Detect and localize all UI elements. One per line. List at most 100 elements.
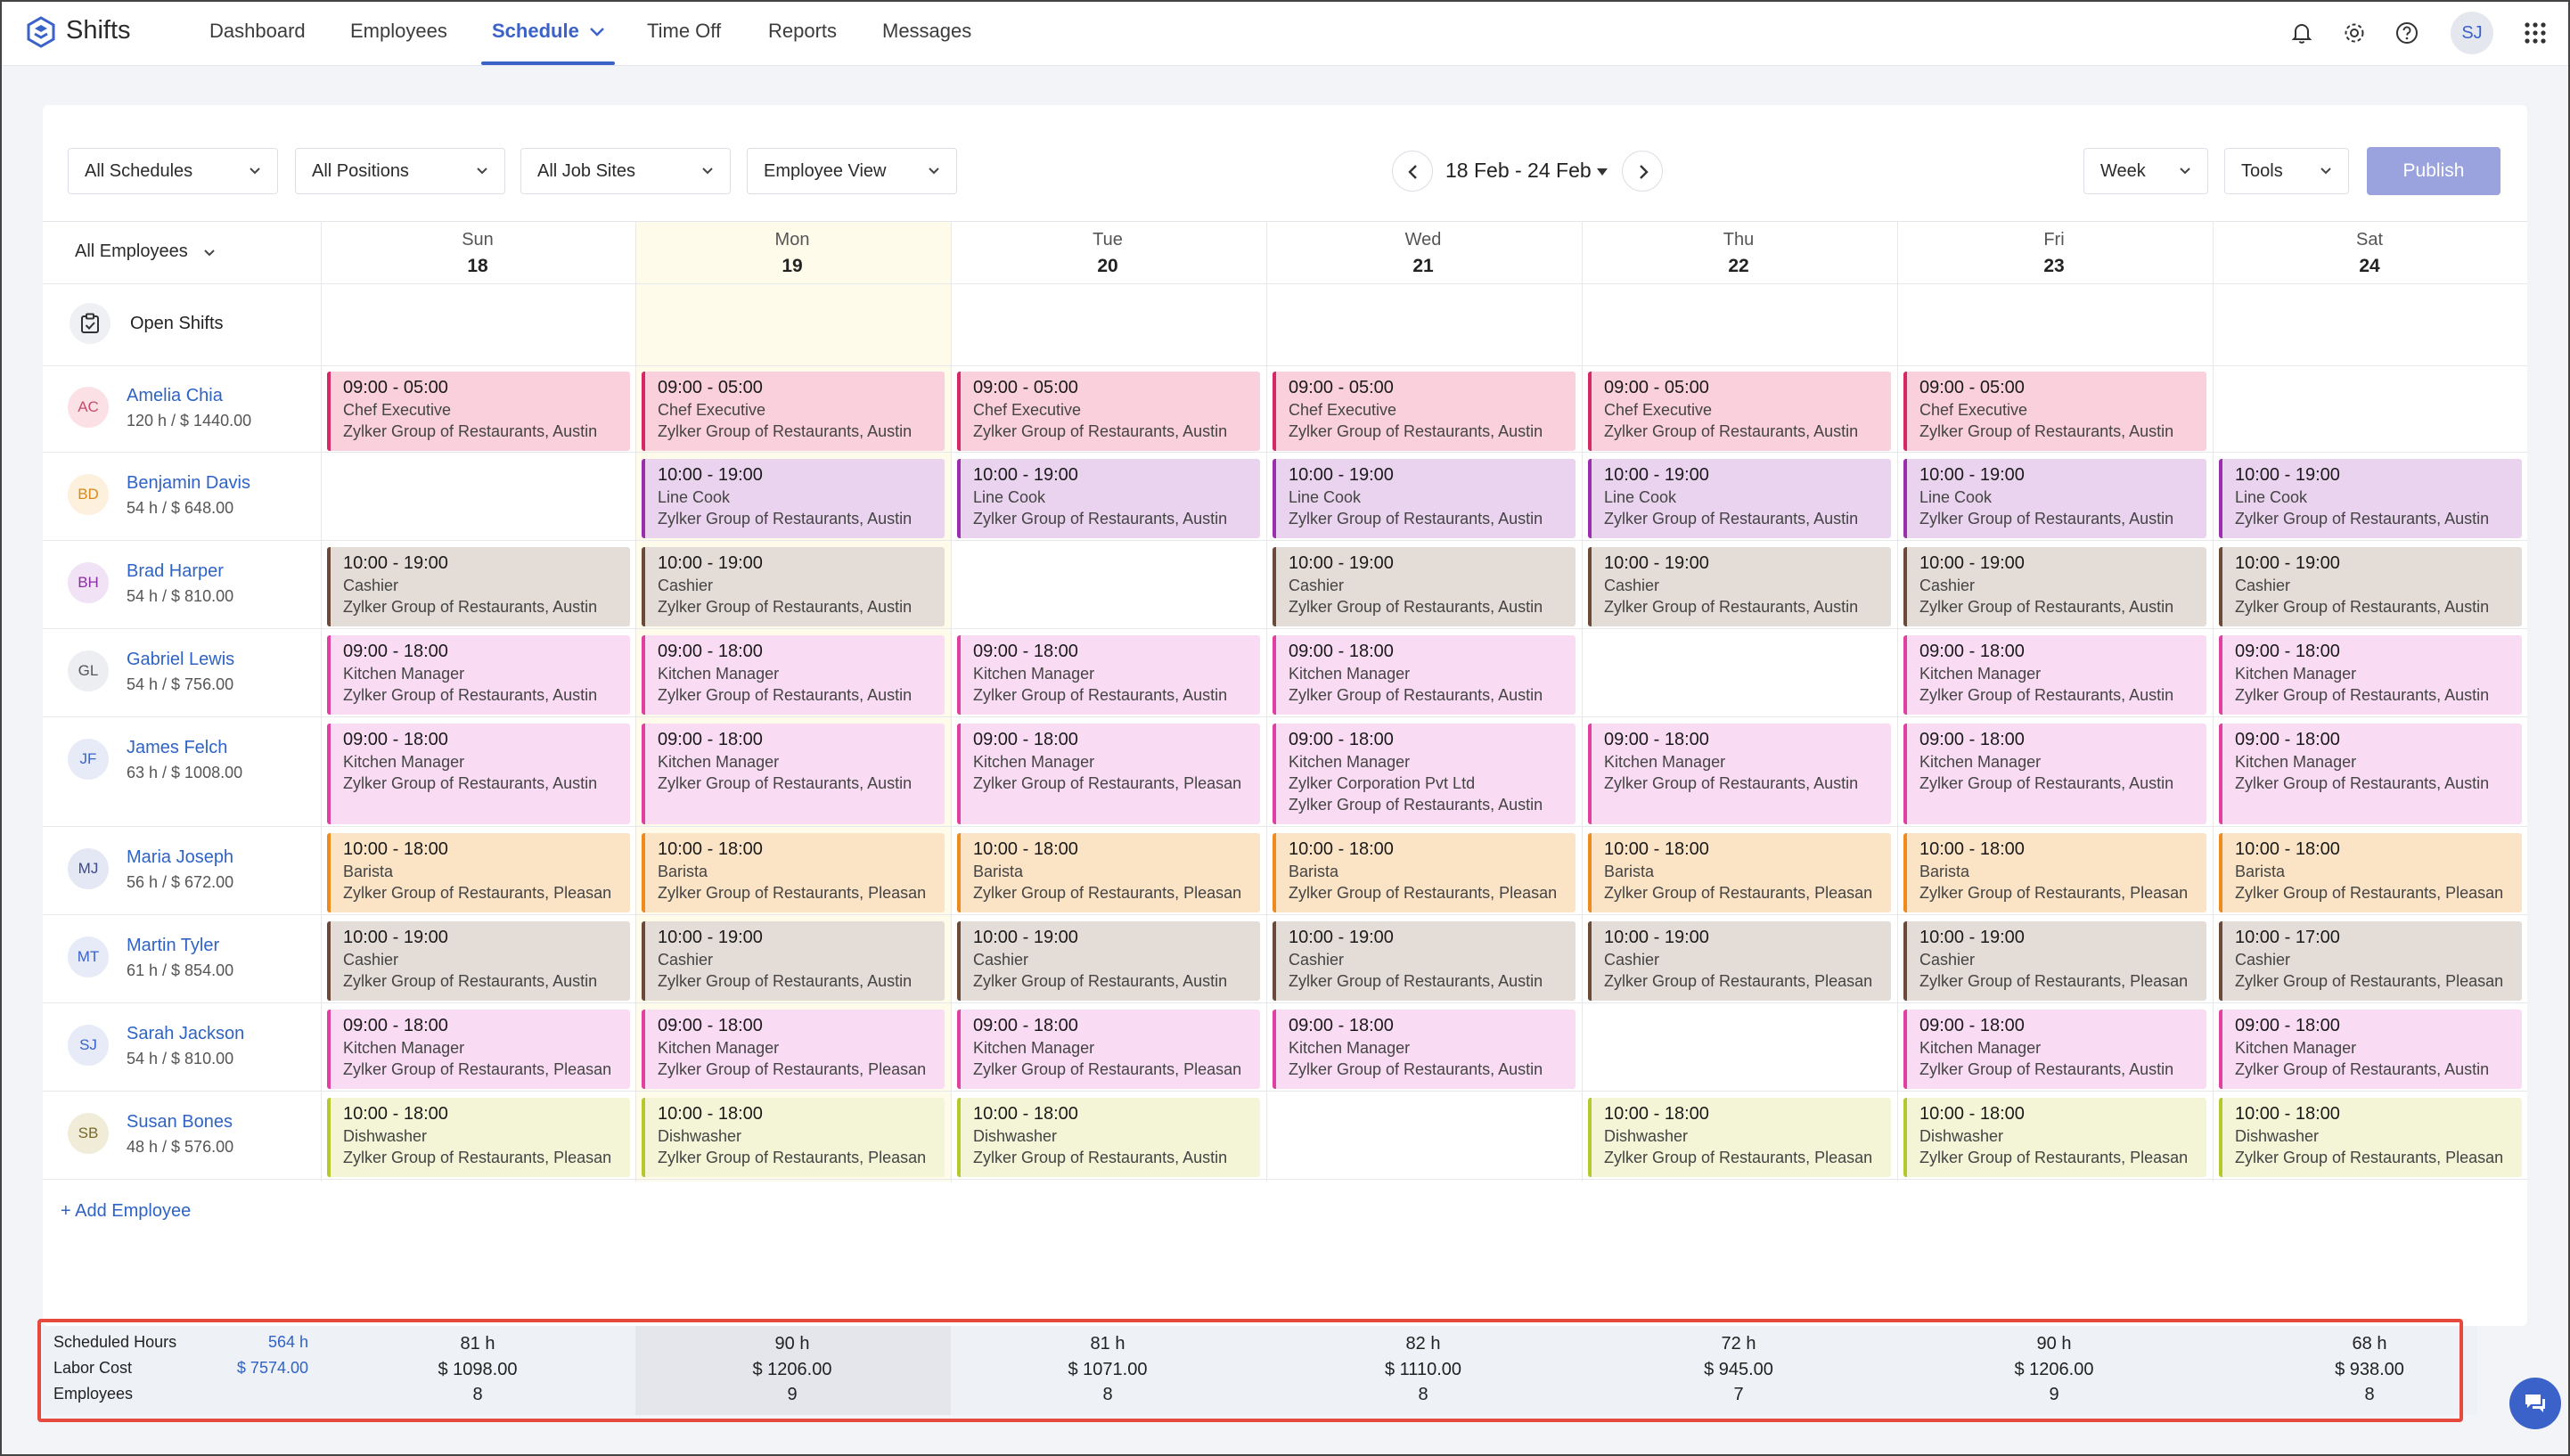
all-employees-filter[interactable]: All Employees [75, 241, 188, 261]
caret-down-icon[interactable] [1597, 168, 1608, 176]
shift-card[interactable]: 10:00 - 18:00 Barista Zylker Group of Rest… [327, 833, 630, 912]
day-summary: 72 h $ 945.00 7 [1582, 1331, 1895, 1408]
user-avatar[interactable]: SJ [2451, 12, 2493, 54]
shift-card[interactable]: 10:00 - 19:00 Line Cook Zylker Group of Re… [1588, 459, 1891, 538]
shift-card[interactable]: 10:00 - 18:00 Dishwasher Zylker Group of R… [1903, 1098, 2206, 1177]
shift-card[interactable]: 10:00 - 19:00 Line Cook Zylker Group of Re… [2219, 459, 2522, 538]
shift-card[interactable]: 10:00 - 18:00 Dishwasher Zylker Group of R… [1588, 1098, 1891, 1177]
app-grid-icon[interactable] [2522, 20, 2549, 46]
shift-card[interactable]: 09:00 - 18:00 Kitchen Manager Zylker Group… [1903, 635, 2206, 715]
nav-messages[interactable]: Messages [882, 20, 972, 42]
previous-week-button[interactable] [1392, 151, 1433, 192]
shift-card[interactable]: 10:00 - 19:00 Cashier Zylker Group of Rest… [327, 547, 630, 626]
shift-card[interactable]: 09:00 - 18:00 Kitchen Manager Zylker Group… [957, 635, 1260, 715]
shift-card[interactable]: 10:00 - 19:00 Cashier Zylker Group of Rest… [1273, 921, 1576, 1001]
shift-card[interactable]: 10:00 - 19:00 Line Cook Zylker Group of Re… [1273, 459, 1576, 538]
shift-card[interactable]: 10:00 - 19:00 Cashier Zylker Group of Rest… [1588, 921, 1891, 1001]
employee-name[interactable]: James Felch [127, 738, 228, 757]
employee-name[interactable]: Sarah Jackson [127, 1024, 245, 1043]
shift-card[interactable]: 09:00 - 18:00 Kitchen Manager Zylker Group… [1903, 724, 2206, 824]
shift-card[interactable]: 10:00 - 19:00 Line Cook Zylker Group of Re… [1903, 459, 2206, 538]
schedules-filter[interactable]: All Schedules [68, 148, 278, 194]
chevron-down-icon[interactable] [589, 27, 605, 37]
nav-employees[interactable]: Employees [350, 20, 447, 42]
shift-card[interactable]: 10:00 - 19:00 Cashier Zylker Group of Rest… [957, 921, 1260, 1001]
shift-card[interactable]: 09:00 - 05:00 Chef Executive Zylker Group … [642, 372, 945, 451]
employee-name[interactable]: Gabriel Lewis [127, 650, 235, 669]
bell-icon[interactable] [2288, 20, 2315, 46]
shift-card[interactable]: 10:00 - 18:00 Barista Zylker Group of Rest… [1903, 833, 2206, 912]
shift-card[interactable]: 09:00 - 18:00 Kitchen Manager Zylker Group… [642, 724, 945, 824]
job-sites-filter[interactable]: All Job Sites [520, 148, 731, 194]
shift-card[interactable]: 09:00 - 18:00 Kitchen Manager Zylker Group… [327, 1010, 630, 1089]
employee-name[interactable]: Maria Joseph [127, 847, 234, 867]
shift-card[interactable]: 09:00 - 18:00 Kitchen Manager Zylker Group… [1903, 1010, 2206, 1089]
employee-name[interactable]: Benjamin Davis [127, 473, 250, 493]
day-summary-employees: 8 [2364, 1385, 2375, 1404]
shift-card[interactable]: 10:00 - 18:00 Dishwasher Zylker Group of R… [327, 1098, 630, 1177]
shift-card[interactable]: 09:00 - 18:00 Kitchen Manager Zylker Group… [957, 724, 1260, 824]
shift-card[interactable]: 09:00 - 05:00 Chef Executive Zylker Group … [327, 372, 630, 451]
shift-card[interactable]: 09:00 - 18:00 Kitchen Manager Zylker Group… [957, 1010, 1260, 1089]
shift-card[interactable]: 10:00 - 18:00 Dishwasher Zylker Group of R… [642, 1098, 945, 1177]
chat-button[interactable] [2509, 1378, 2561, 1429]
shift-card[interactable]: 09:00 - 18:00 Kitchen Manager Zylker Corpo… [1273, 724, 1576, 824]
shift-card[interactable]: 10:00 - 19:00 Cashier Zylker Group of Rest… [1903, 547, 2206, 626]
shift-card[interactable]: 09:00 - 18:00 Kitchen Manager Zylker Group… [327, 724, 630, 824]
add-employee-link[interactable]: + Add Employee [61, 1201, 192, 1221]
day-summary-cost: $ 1206.00 [752, 1359, 832, 1379]
shift-card[interactable]: 09:00 - 18:00 Kitchen Manager Zylker Group… [327, 635, 630, 715]
shift-card[interactable]: 10:00 - 18:00 Dishwasher Zylker Group of R… [2219, 1098, 2522, 1177]
nav-schedule[interactable]: Schedule [492, 20, 579, 42]
period-select[interactable]: Week [2083, 148, 2208, 194]
shift-card[interactable]: 10:00 - 19:00 Cashier Zylker Group of Rest… [1903, 921, 2206, 1001]
employee-name[interactable]: Martin Tyler [127, 936, 220, 955]
employee-name[interactable]: Amelia Chia [127, 386, 223, 405]
shift-card[interactable]: 09:00 - 18:00 Kitchen Manager Zylker Group… [1273, 635, 1576, 715]
shift-location: Zylker Group of Restaurants, Austin [1289, 686, 1543, 704]
help-icon[interactable] [2394, 20, 2420, 46]
shift-card[interactable]: 10:00 - 19:00 Cashier Zylker Group of Rest… [1588, 547, 1891, 626]
nav-dashboard[interactable]: Dashboard [209, 20, 306, 42]
date-range-picker[interactable]: 18 Feb - 24 Feb [1445, 159, 1592, 182]
nav-time-off[interactable]: Time Off [647, 20, 722, 42]
shift-card[interactable]: 09:00 - 18:00 Kitchen Manager Zylker Group… [642, 1010, 945, 1089]
shift-card[interactable]: 10:00 - 18:00 Barista Zylker Group of Rest… [2219, 833, 2522, 912]
view-filter[interactable]: Employee View [747, 148, 957, 194]
shift-location: Zylker Group of Restaurants, Pleasan [1604, 1149, 1873, 1166]
nav-reports[interactable]: Reports [768, 20, 838, 42]
shift-card[interactable]: 09:00 - 18:00 Kitchen Manager Zylker Group… [2219, 1010, 2522, 1089]
next-week-button[interactable] [1622, 151, 1663, 192]
shift-card[interactable]: 10:00 - 18:00 Dishwasher Zylker Group of R… [957, 1098, 1260, 1177]
gear-icon[interactable] [2341, 20, 2368, 46]
shift-position: Barista [1604, 863, 1655, 880]
publish-button[interactable]: Publish [2367, 147, 2500, 195]
chevron-down-icon[interactable] [203, 249, 216, 258]
shift-card[interactable]: 09:00 - 18:00 Kitchen Manager Zylker Group… [2219, 724, 2522, 824]
shift-card[interactable]: 09:00 - 18:00 Kitchen Manager Zylker Group… [642, 635, 945, 715]
shift-card[interactable]: 10:00 - 18:00 Barista Zylker Group of Rest… [1588, 833, 1891, 912]
shift-card[interactable]: 09:00 - 18:00 Kitchen Manager Zylker Group… [1588, 724, 1891, 824]
shift-card[interactable]: 10:00 - 18:00 Barista Zylker Group of Rest… [642, 833, 945, 912]
employee-name[interactable]: Susan Bones [127, 1112, 233, 1132]
shift-card[interactable]: 10:00 - 19:00 Line Cook Zylker Group of Re… [642, 459, 945, 538]
shift-card[interactable]: 09:00 - 18:00 Kitchen Manager Zylker Group… [2219, 635, 2522, 715]
shift-card[interactable]: 10:00 - 19:00 Cashier Zylker Group of Rest… [327, 921, 630, 1001]
shift-card[interactable]: 10:00 - 19:00 Cashier Zylker Group of Rest… [642, 547, 945, 626]
shift-card[interactable]: 10:00 - 18:00 Barista Zylker Group of Rest… [1273, 833, 1576, 912]
shift-card[interactable]: 09:00 - 18:00 Kitchen Manager Zylker Group… [1273, 1010, 1576, 1089]
shift-card[interactable]: 09:00 - 05:00 Chef Executive Zylker Group … [957, 372, 1260, 451]
shift-card[interactable]: 10:00 - 17:00 Cashier Zylker Group of Rest… [2219, 921, 2522, 1001]
employee-name[interactable]: Brad Harper [127, 561, 224, 581]
shift-card[interactable]: 10:00 - 19:00 Cashier Zylker Group of Rest… [2219, 547, 2522, 626]
shift-card[interactable]: 10:00 - 19:00 Cashier Zylker Group of Rest… [1273, 547, 1576, 626]
tools-menu[interactable]: Tools [2224, 148, 2349, 194]
shift-card[interactable]: 09:00 - 05:00 Chef Executive Zylker Group … [1903, 372, 2206, 451]
shift-card[interactable]: 09:00 - 05:00 Chef Executive Zylker Group … [1273, 372, 1576, 451]
shift-location: Zylker Group of Restaurants, Pleasan [2235, 972, 2504, 990]
shift-card[interactable]: 10:00 - 19:00 Line Cook Zylker Group of Re… [957, 459, 1260, 538]
shift-card[interactable]: 10:00 - 19:00 Cashier Zylker Group of Rest… [642, 921, 945, 1001]
shift-card[interactable]: 09:00 - 05:00 Chef Executive Zylker Group … [1588, 372, 1891, 451]
positions-filter[interactable]: All Positions [295, 148, 505, 194]
shift-card[interactable]: 10:00 - 18:00 Barista Zylker Group of Rest… [957, 833, 1260, 912]
